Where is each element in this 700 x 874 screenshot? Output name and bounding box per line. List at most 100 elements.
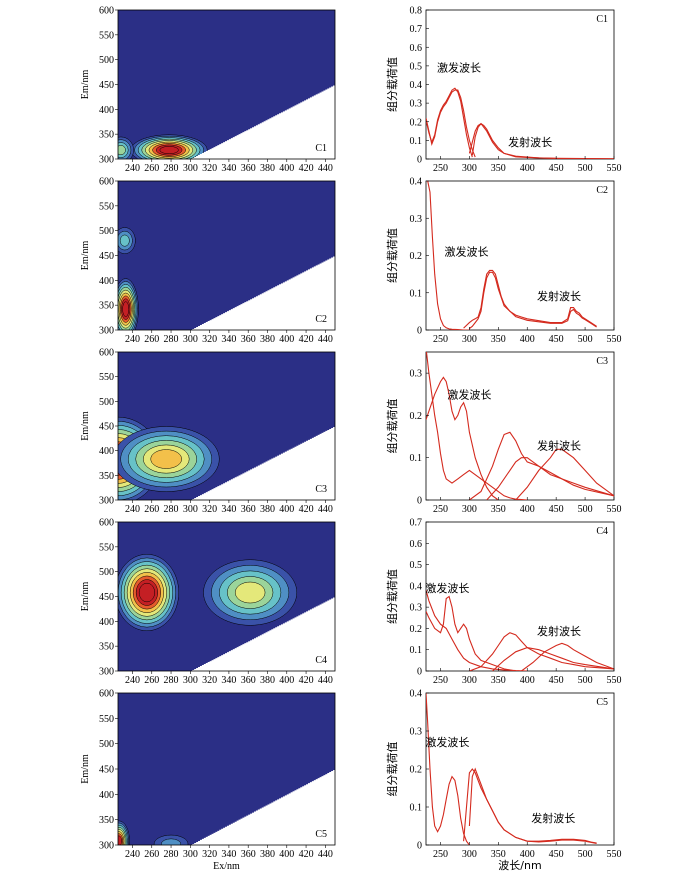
x-tick-label: 420 [299, 163, 314, 174]
y-tick-label: 400 [99, 276, 114, 287]
x-tick-label: 360 [241, 504, 256, 515]
annotation-label: 激发波长 [437, 60, 481, 74]
x-tick-label: 360 [241, 163, 256, 174]
eem-x-axis-label: Ex/nm [213, 861, 240, 872]
eem-masked-region [190, 426, 335, 500]
eem-y-axis-label: Em/nm [80, 70, 91, 100]
x-tick-label: 400 [520, 334, 535, 345]
panel-tag: C3 [596, 356, 608, 367]
x-tick-label: 380 [260, 163, 275, 174]
x-tick-label: 260 [144, 675, 159, 686]
y-tick-label: 0.5 [410, 560, 423, 571]
panel-tag: C3 [315, 484, 327, 495]
x-tick-label: 550 [607, 675, 622, 686]
y-tick-label: 0.8 [410, 6, 423, 17]
x-tick-label: 380 [260, 675, 275, 686]
eem-plot-area [118, 522, 335, 671]
x-tick-label: 360 [241, 675, 256, 686]
x-tick-label: 320 [202, 163, 217, 174]
x-tick-label: 450 [549, 675, 564, 686]
x-tick-label: 240 [125, 849, 140, 860]
y-tick-label: 400 [99, 105, 114, 116]
x-tick-label: 400 [279, 334, 294, 345]
y-tick-label: 0.1 [410, 803, 423, 814]
y-tick-label: 0.4 [410, 689, 423, 700]
y-tick-label: 500 [99, 567, 114, 578]
x-tick-label: 420 [299, 849, 314, 860]
eem-panel-C3: 300 350 400 450 500 550 600 240 260 280 300 320 340 3… [80, 348, 336, 515]
spectrum-y-axis-label: 组分载荷值 [385, 228, 399, 283]
loading-curve [426, 693, 470, 845]
panel-tag: C5 [315, 829, 327, 840]
y-tick-label: 0.2 [410, 251, 423, 262]
y-tick-label: 550 [99, 201, 114, 212]
x-tick-label: 320 [202, 675, 217, 686]
x-tick-label: 340 [221, 675, 236, 686]
y-tick-label: 300 [99, 326, 114, 337]
spectrum-frame [425, 692, 615, 846]
x-tick-label: 350 [491, 163, 506, 174]
eem-y-axis-label: Em/nm [80, 411, 91, 441]
eem-contour-level [138, 582, 155, 603]
panel-tag: C2 [596, 185, 608, 196]
x-tick-label: 240 [125, 334, 140, 345]
y-tick-label: 0.6 [410, 43, 423, 54]
x-tick-label: 280 [164, 334, 179, 345]
x-tick-label: 550 [607, 334, 622, 345]
annotation-label: 发射波长 [531, 811, 575, 825]
x-tick-label: 340 [221, 334, 236, 345]
x-tick-label: 500 [578, 334, 593, 345]
y-tick-label: 450 [99, 422, 114, 433]
x-tick-label: 280 [164, 849, 179, 860]
x-tick-label: 260 [144, 849, 159, 860]
y-tick-label: 0.2 [410, 765, 423, 776]
eem-plot-area [118, 10, 335, 159]
eem-peak [118, 820, 130, 845]
y-tick-label: 450 [99, 592, 114, 603]
spectrum-plot-area [426, 693, 597, 845]
eem-plot-area [118, 352, 335, 500]
y-tick-label: 0.3 [410, 214, 423, 225]
y-tick-label: 350 [99, 301, 114, 312]
x-tick-label: 450 [549, 849, 564, 860]
y-tick-label: 300 [99, 155, 114, 166]
annotation-label: 发射波长 [537, 624, 581, 638]
eem-masked-region [190, 596, 335, 671]
x-tick-label: 440 [318, 675, 333, 686]
eem-peak [118, 554, 180, 632]
x-tick-label: 320 [202, 334, 217, 345]
y-tick-label: 0.1 [410, 288, 423, 299]
y-tick-label: 0.2 [410, 411, 423, 422]
eem-peak [118, 426, 220, 492]
x-tick-label: 240 [125, 675, 140, 686]
y-tick-label: 0.1 [410, 136, 423, 147]
loading-curve [463, 269, 597, 329]
x-tick-label: 260 [144, 504, 159, 515]
x-tick-label: 350 [491, 675, 506, 686]
y-tick-label: 0 [417, 326, 422, 337]
y-tick-label: 500 [99, 226, 114, 237]
loading-curve [426, 352, 528, 500]
loading-curve [426, 89, 476, 158]
x-tick-label: 440 [318, 163, 333, 174]
eem-peak [153, 834, 189, 845]
loading-curve [468, 767, 597, 845]
x-tick-label: 300 [183, 849, 198, 860]
x-tick-label: 350 [491, 849, 506, 860]
x-tick-label: 300 [183, 675, 198, 686]
panel-tag: C4 [315, 655, 327, 666]
eem-contour-level [161, 838, 182, 845]
y-tick-label: 600 [99, 177, 114, 188]
y-tick-label: 600 [99, 689, 114, 700]
y-tick-label: 0.5 [410, 61, 423, 72]
x-tick-label: 420 [299, 504, 314, 515]
x-tick-label: 360 [241, 334, 256, 345]
x-tick-label: 450 [549, 504, 564, 515]
eem-peak [118, 136, 134, 159]
y-tick-label: 600 [99, 348, 114, 359]
x-tick-label: 340 [221, 163, 236, 174]
x-tick-label: 400 [520, 849, 535, 860]
x-tick-label: 550 [607, 504, 622, 515]
loading-curve [426, 181, 470, 330]
loading-curve [426, 595, 516, 671]
